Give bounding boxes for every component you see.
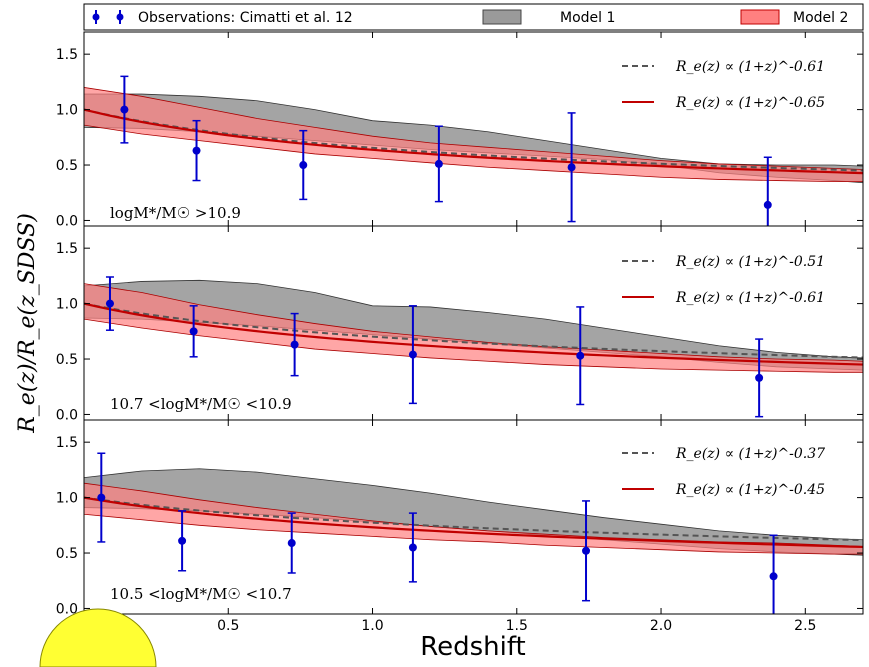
panel-3-observation-point	[769, 534, 778, 614]
legend-observations-label: Observations: Cimatti et al. 12	[138, 10, 353, 26]
panel-1-mass-label: logM*/M☉ >10.9	[110, 204, 241, 222]
yellow-circle-decoration	[39, 608, 157, 667]
panel-3-fit-model2-line	[84, 496, 863, 549]
panel-2-fit-model2-line	[84, 302, 863, 366]
panel-2-observation-point	[290, 312, 299, 377]
legend: Observations: Cimatti et al. 12 Model 1 …	[83, 3, 864, 31]
panel-1-observation-point	[763, 156, 772, 226]
y-tick-label: 1.5	[56, 47, 78, 63]
x-tick-label: 1.5	[506, 618, 528, 634]
x-axis-label: Redshift	[420, 632, 526, 662]
panel-3-fit-model1-label: R_e(z) ∝ (1+z)^-0.37	[675, 446, 825, 462]
x-tick-label: 2.5	[794, 618, 816, 634]
y-tick-label: 0.0	[56, 407, 78, 423]
panel-1-model2-band	[84, 87, 863, 183]
panel-3-observation-point	[97, 452, 106, 543]
panel-3: 0.0 0.5 1.0 1.5 10.5 <logM*/M☉ <10.7 R_e(z)…	[56, 419, 864, 617]
panel-3-fit-model1-line	[84, 496, 863, 542]
y-tick-label: 1.5	[56, 241, 78, 257]
panel-3-axes: 0.0 0.5 1.0 1.5	[56, 419, 864, 617]
legend-model1-swatch	[482, 9, 522, 25]
panel-1-fit-model2-label: R_e(z) ∝ (1+z)^-0.65	[675, 95, 825, 111]
y-tick-label: 0.5	[56, 158, 78, 174]
panel-1: 0.0 0.5 1.0 1.5 logM*/M☉ >10.9 R_e(z) ∝ (1+…	[56, 31, 864, 229]
legend-model2-swatch	[740, 9, 780, 25]
panel-2-observation-point	[755, 338, 764, 418]
y-tick-label: 0.0	[56, 601, 78, 617]
panel-2-model2-band	[84, 283, 863, 373]
panel-3-mass-label: 10.5 <logM*/M☉ <10.7	[110, 585, 292, 603]
panel-3-fit-model2-label: R_e(z) ∝ (1+z)^-0.45	[675, 482, 825, 498]
panel-1-fit-model1-label: R_e(z) ∝ (1+z)^-0.61	[675, 59, 825, 75]
panel-3-plot-area	[84, 452, 863, 614]
panel-1-observation-point	[299, 129, 308, 201]
y-tick-label: 1.0	[56, 297, 78, 313]
x-tick-label: 2.0	[650, 618, 672, 634]
panel-2: 0.0 0.5 1.0 1.5 10.7 <logM*/M☉ <10.9 R_e(z)…	[56, 225, 864, 423]
x-tick-label: 0.5	[217, 618, 239, 634]
panel-1-observation-point	[434, 125, 443, 203]
panel-2-mass-label: 10.7 <logM*/M☉ <10.9	[110, 395, 292, 413]
panel-2-fit-model1-label: R_e(z) ∝ (1+z)^-0.51	[675, 254, 825, 270]
panel-1-fit-model1-line	[84, 108, 863, 172]
panel-2-fit-model2-label: R_e(z) ∝ (1+z)^-0.61	[675, 290, 825, 306]
x-tick-label: 1.0	[361, 618, 383, 634]
y-axis-label: R_e(z)/R_e(z_SDSS)	[15, 213, 40, 434]
y-tick-label: 0.5	[56, 546, 78, 562]
panel-3-observation-point	[178, 510, 187, 572]
legend-model1-label: Model 1	[560, 10, 615, 26]
legend-model2-label: Model 2	[793, 10, 848, 26]
panel-2-observation-point	[576, 306, 585, 406]
y-tick-label: 1.5	[56, 435, 78, 451]
panel-3-frame	[83, 419, 864, 615]
y-tick-label: 1.0	[56, 103, 78, 119]
panel-2-plot-area	[84, 276, 863, 418]
panel-3-observation-point	[408, 512, 417, 583]
y-tick-label: 1.0	[56, 491, 78, 507]
panel-2-observation-point	[408, 305, 417, 405]
panel-1-plot-area	[84, 75, 863, 226]
panel-3-fit-legend: R_e(z) ∝ (1+z)^-0.37 R_e(z) ∝ (1+z)^-0.4…	[622, 446, 825, 498]
panel-1-fit-legend: R_e(z) ∝ (1+z)^-0.61 R_e(z) ∝ (1+z)^-0.6…	[622, 59, 825, 111]
panel-1-observation-point	[192, 119, 201, 182]
panel-2-observation-point	[189, 305, 198, 358]
y-tick-label: 0.5	[56, 352, 78, 368]
panel-1-fit-model2-line	[84, 108, 863, 175]
y-tick-label: 0.0	[56, 213, 78, 229]
panel-2-observation-point	[105, 276, 114, 331]
panel-3-model2-band	[84, 482, 863, 555]
panel-1-observation-point	[567, 112, 576, 223]
panel-2-fit-model1-line	[84, 302, 863, 359]
panel-1-observation-point	[120, 75, 129, 144]
legend-observations-marker	[92, 10, 124, 24]
panel-3-observation-point	[287, 512, 296, 574]
panel-3-observation-point	[582, 500, 591, 602]
panel-2-fit-legend: R_e(z) ∝ (1+z)^-0.51 R_e(z) ∝ (1+z)^-0.6…	[622, 254, 825, 306]
